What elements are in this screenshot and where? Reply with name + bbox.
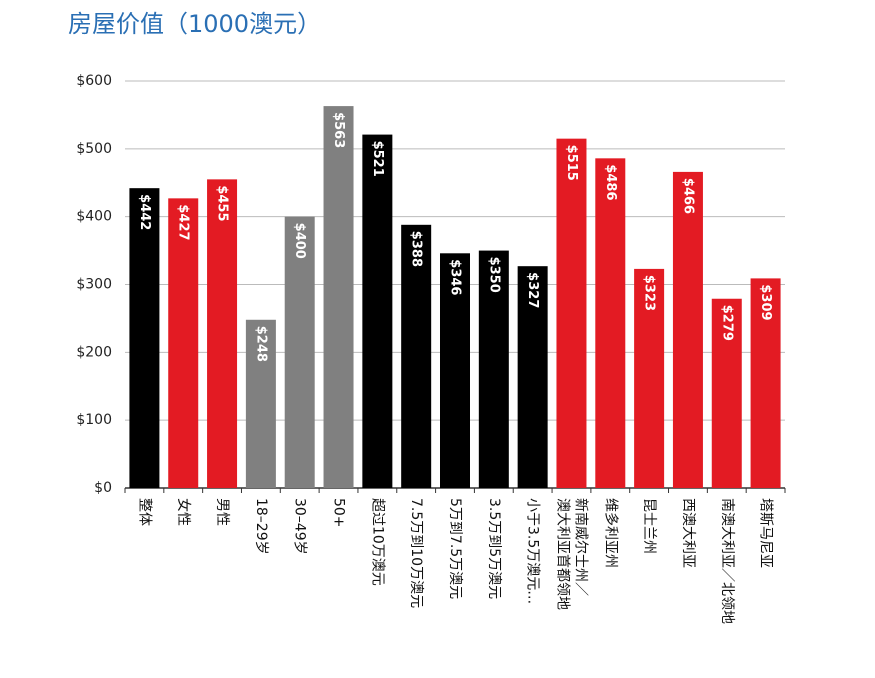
x-tick-label: 30–49岁 [292, 498, 308, 555]
bar [750, 278, 781, 488]
value-label: $455 [215, 185, 230, 221]
bar [634, 268, 665, 488]
value-label: $442 [137, 194, 152, 230]
value-label: $388 [409, 231, 424, 267]
x-tick-label: 塔斯马尼亚 [758, 498, 774, 568]
x-tick-label: 18–29岁 [253, 498, 269, 555]
y-tick-label: $300 [76, 277, 112, 293]
x-tick-label: 5万到7.5万澳元 [447, 498, 463, 599]
x-tick-label: 整体 [136, 498, 152, 526]
bar [245, 319, 276, 488]
bar [129, 188, 160, 488]
value-label: $327 [525, 272, 540, 308]
y-tick-label: $400 [76, 209, 112, 225]
bar [595, 158, 626, 488]
value-label: $248 [253, 326, 268, 362]
value-label: $486 [603, 164, 618, 200]
y-tick-label: $0 [94, 480, 112, 496]
bar [517, 266, 548, 488]
value-label: $563 [331, 112, 346, 148]
chart-title: 房屋价值（1000澳元） [68, 10, 321, 38]
x-tick-label: 50+ [331, 498, 347, 528]
value-label: $427 [176, 204, 191, 240]
x-tick-label: 超过10万澳元 [369, 498, 385, 586]
bar [362, 134, 393, 489]
value-label: $279 [719, 305, 734, 341]
value-label: $350 [486, 257, 501, 293]
bar [672, 171, 703, 488]
x-tick-label: 小于3.5万澳元… [525, 498, 541, 604]
bar [711, 298, 742, 488]
x-tick-label: 昆士兰州 [641, 498, 657, 554]
value-label: $521 [370, 141, 385, 177]
y-tick-label: $500 [76, 141, 112, 157]
value-label: $309 [758, 284, 773, 320]
value-label: $323 [642, 275, 657, 311]
bar [440, 253, 470, 488]
bar [323, 106, 354, 489]
bar [556, 138, 587, 489]
bar [168, 198, 199, 488]
value-label: $400 [292, 223, 307, 259]
value-label: $346 [448, 259, 463, 295]
x-tick-label: 新南威尔士州／澳大利亚首都领地 [554, 498, 588, 610]
bar [207, 179, 238, 488]
bar [401, 224, 432, 488]
y-tick-label: $200 [76, 344, 112, 360]
x-tick-label: 西澳大利亚 [680, 498, 696, 568]
bar [478, 250, 509, 488]
y-tick-label: $600 [76, 73, 112, 89]
x-tick-label: 3.5万到5万澳元 [486, 498, 502, 599]
x-tick-label: 7.5万到10万澳元 [408, 498, 424, 608]
bar [284, 216, 315, 488]
value-label: $515 [564, 145, 579, 181]
x-tick-label: 男性 [214, 498, 230, 526]
value-label: $466 [680, 178, 695, 214]
x-tick-label: 南澳大利亚／北领地 [719, 498, 735, 624]
x-tick-label: 维多利亚州 [602, 498, 619, 568]
y-tick-label: $100 [76, 412, 112, 428]
x-tick-label: 女性 [175, 498, 192, 526]
